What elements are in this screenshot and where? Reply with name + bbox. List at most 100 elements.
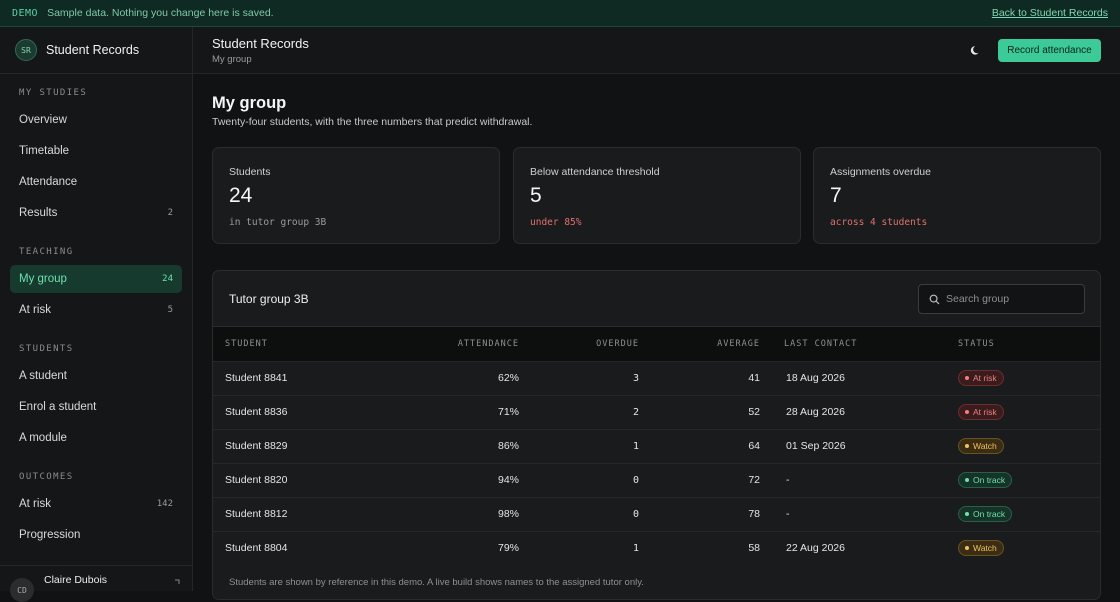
cell-attendance: 62% bbox=[497, 372, 519, 384]
sidebar-item-timetable[interactable]: Timetable bbox=[10, 137, 182, 165]
cell-student: Student 8804 bbox=[225, 542, 288, 555]
cell-student: Student 8829 bbox=[225, 440, 288, 452]
demo-tag: DEMO bbox=[12, 7, 39, 19]
sidebar-item-my-group[interactable]: My group 24 bbox=[10, 265, 182, 293]
cell-last-contact: 22 Aug 2026 bbox=[786, 542, 845, 555]
topbar: Student Records My group Record attendan… bbox=[193, 27, 1120, 74]
cell-student: Student 8820 bbox=[225, 474, 288, 486]
col-last-contact[interactable]: LAST CONTACT bbox=[784, 338, 858, 349]
stat-note: in tutor group 3B bbox=[229, 217, 327, 228]
cell-average: 64 bbox=[748, 440, 760, 452]
sidebar-item-label: Results bbox=[19, 207, 58, 219]
stat-label: Below attendance threshold bbox=[530, 166, 660, 178]
section-students: STUDENTS bbox=[19, 344, 74, 354]
sidebar-item-label: At risk bbox=[19, 304, 51, 316]
expand-icon[interactable] bbox=[172, 578, 182, 591]
cell-overdue: 1 bbox=[632, 440, 639, 452]
sidebar-item-count: 2 bbox=[167, 208, 173, 218]
col-student[interactable]: STUDENT bbox=[225, 338, 268, 349]
status-text: At risk bbox=[973, 373, 997, 383]
cell-student: Student 8841 bbox=[225, 372, 288, 384]
table-row[interactable]: Student 8820 94% 0 72 - On track bbox=[213, 463, 1100, 497]
sidebar-item-count: 24 bbox=[162, 274, 173, 284]
status-badge: Watch bbox=[958, 540, 1004, 557]
topbar-title: Student Records bbox=[212, 36, 309, 51]
status-badge: At risk bbox=[958, 370, 1004, 386]
search-input[interactable] bbox=[946, 293, 1066, 305]
table-row[interactable]: Student 8836 71% 2 52 28 Aug 2026 At ris… bbox=[213, 395, 1100, 429]
sidebar-item-a-student[interactable]: A student bbox=[10, 362, 182, 390]
sidebar-item-label: Overview bbox=[19, 114, 67, 126]
table-row[interactable]: Student 8812 98% 0 78 - On track bbox=[213, 497, 1100, 531]
section-my-studies: MY STUDIES bbox=[19, 88, 88, 98]
cell-attendance: 94% bbox=[497, 474, 519, 486]
sidebar-item-label: At risk bbox=[19, 498, 51, 510]
sidebar-item-label: A student bbox=[19, 370, 67, 382]
back-link[interactable]: Back to Student Records bbox=[991, 7, 1108, 19]
sidebar-item-count: 142 bbox=[156, 499, 173, 509]
cell-average: 58 bbox=[748, 542, 760, 555]
cell-attendance: 98% bbox=[497, 508, 519, 520]
main-content: My group Twenty-four students, with the … bbox=[193, 74, 1120, 600]
sidebar-item-label: Progression bbox=[19, 529, 81, 541]
tutor-group-panel: Tutor group 3B STUDENT ATTENDANCE OVERDU… bbox=[212, 270, 1101, 600]
section-outcomes: OUTCOMES bbox=[19, 472, 74, 482]
table-row[interactable]: Student 8841 62% 3 41 18 Aug 2026 At ris… bbox=[213, 361, 1100, 395]
sidebar-item-at-risk[interactable]: At risk 5 bbox=[10, 296, 182, 324]
stat-note: across 4 students bbox=[830, 217, 928, 228]
sidebar-item-label: A module bbox=[19, 432, 67, 444]
sidebar-item-label: Timetable bbox=[19, 145, 70, 157]
search-box[interactable] bbox=[918, 284, 1085, 314]
sidebar-item-label: Enrol a student bbox=[19, 401, 97, 413]
sidebar-item-progression[interactable]: Progression bbox=[10, 521, 182, 549]
stat-value: 7 bbox=[830, 184, 842, 207]
cell-overdue: 2 bbox=[632, 406, 639, 418]
cell-student: Student 8812 bbox=[225, 508, 288, 520]
sidebar-item-label: Attendance bbox=[19, 176, 78, 188]
page-description: Twenty-four students, with the three num… bbox=[212, 116, 533, 128]
cell-last-contact: - bbox=[786, 474, 790, 486]
sidebar-item-enrol[interactable]: Enrol a student bbox=[10, 393, 182, 421]
sidebar-item-outcomes-at-risk[interactable]: At risk 142 bbox=[10, 490, 182, 518]
students-table: STUDENT ATTENDANCE OVERDUE AVERAGE LAST … bbox=[213, 327, 1100, 565]
search-icon bbox=[929, 294, 940, 304]
cell-status: At risk bbox=[946, 361, 1100, 395]
col-overdue[interactable]: OVERDUE bbox=[596, 338, 639, 349]
col-attendance[interactable]: ATTENDANCE bbox=[457, 338, 519, 349]
sidebar-item-count: 5 bbox=[167, 305, 173, 315]
page-title: My group bbox=[212, 94, 287, 112]
cell-status: On track bbox=[946, 497, 1100, 531]
sidebar-item-overview[interactable]: Overview bbox=[10, 106, 182, 134]
cell-attendance: 79% bbox=[497, 542, 519, 555]
cell-average: 52 bbox=[748, 406, 760, 418]
cell-last-contact: - bbox=[786, 508, 790, 520]
col-average[interactable]: AVERAGE bbox=[717, 338, 760, 349]
col-status[interactable]: STATUS bbox=[958, 338, 995, 349]
topbar-subtitle: My group bbox=[212, 54, 252, 65]
sidebar-item-attendance[interactable]: Attendance bbox=[10, 168, 182, 196]
stat-card-below-threshold: Below attendance threshold 5 under 85% bbox=[513, 147, 801, 244]
sidebar-item-results[interactable]: Results 2 bbox=[10, 199, 182, 227]
cell-average: 78 bbox=[748, 508, 760, 520]
demo-banner: DEMO Sample data. Nothing you change her… bbox=[0, 0, 1120, 27]
status-badge: On track bbox=[958, 472, 1013, 488]
table-row[interactable]: Student 8829 86% 1 64 01 Sep 2026 Watch bbox=[213, 429, 1100, 463]
table-row[interactable]: Student 8804 79% 1 58 22 Aug 2026 Watch bbox=[213, 531, 1100, 565]
cell-overdue: 0 bbox=[632, 508, 639, 520]
sidebar-item-a-module[interactable]: A module bbox=[10, 424, 182, 452]
cell-overdue: 3 bbox=[632, 372, 639, 384]
status-text: Watch bbox=[973, 543, 997, 554]
cell-status: Watch bbox=[946, 531, 1100, 565]
table-header-row: STUDENT ATTENDANCE OVERDUE AVERAGE LAST … bbox=[213, 327, 1100, 361]
cell-last-contact: 18 Aug 2026 bbox=[786, 372, 845, 384]
cell-average: 41 bbox=[748, 372, 760, 384]
panel-header: Tutor group 3B bbox=[213, 271, 1100, 327]
stat-value: 24 bbox=[229, 184, 253, 207]
cell-status: Watch bbox=[946, 429, 1100, 463]
status-badge: On track bbox=[958, 506, 1013, 522]
user-menu[interactable]: CD Claire Dubois bbox=[0, 565, 192, 602]
moon-icon[interactable] bbox=[969, 43, 983, 57]
sidebar-item-label: My group bbox=[19, 273, 67, 285]
record-attendance-button[interactable]: Record attendance bbox=[998, 39, 1101, 62]
brand[interactable]: SR Student Records bbox=[0, 27, 192, 74]
